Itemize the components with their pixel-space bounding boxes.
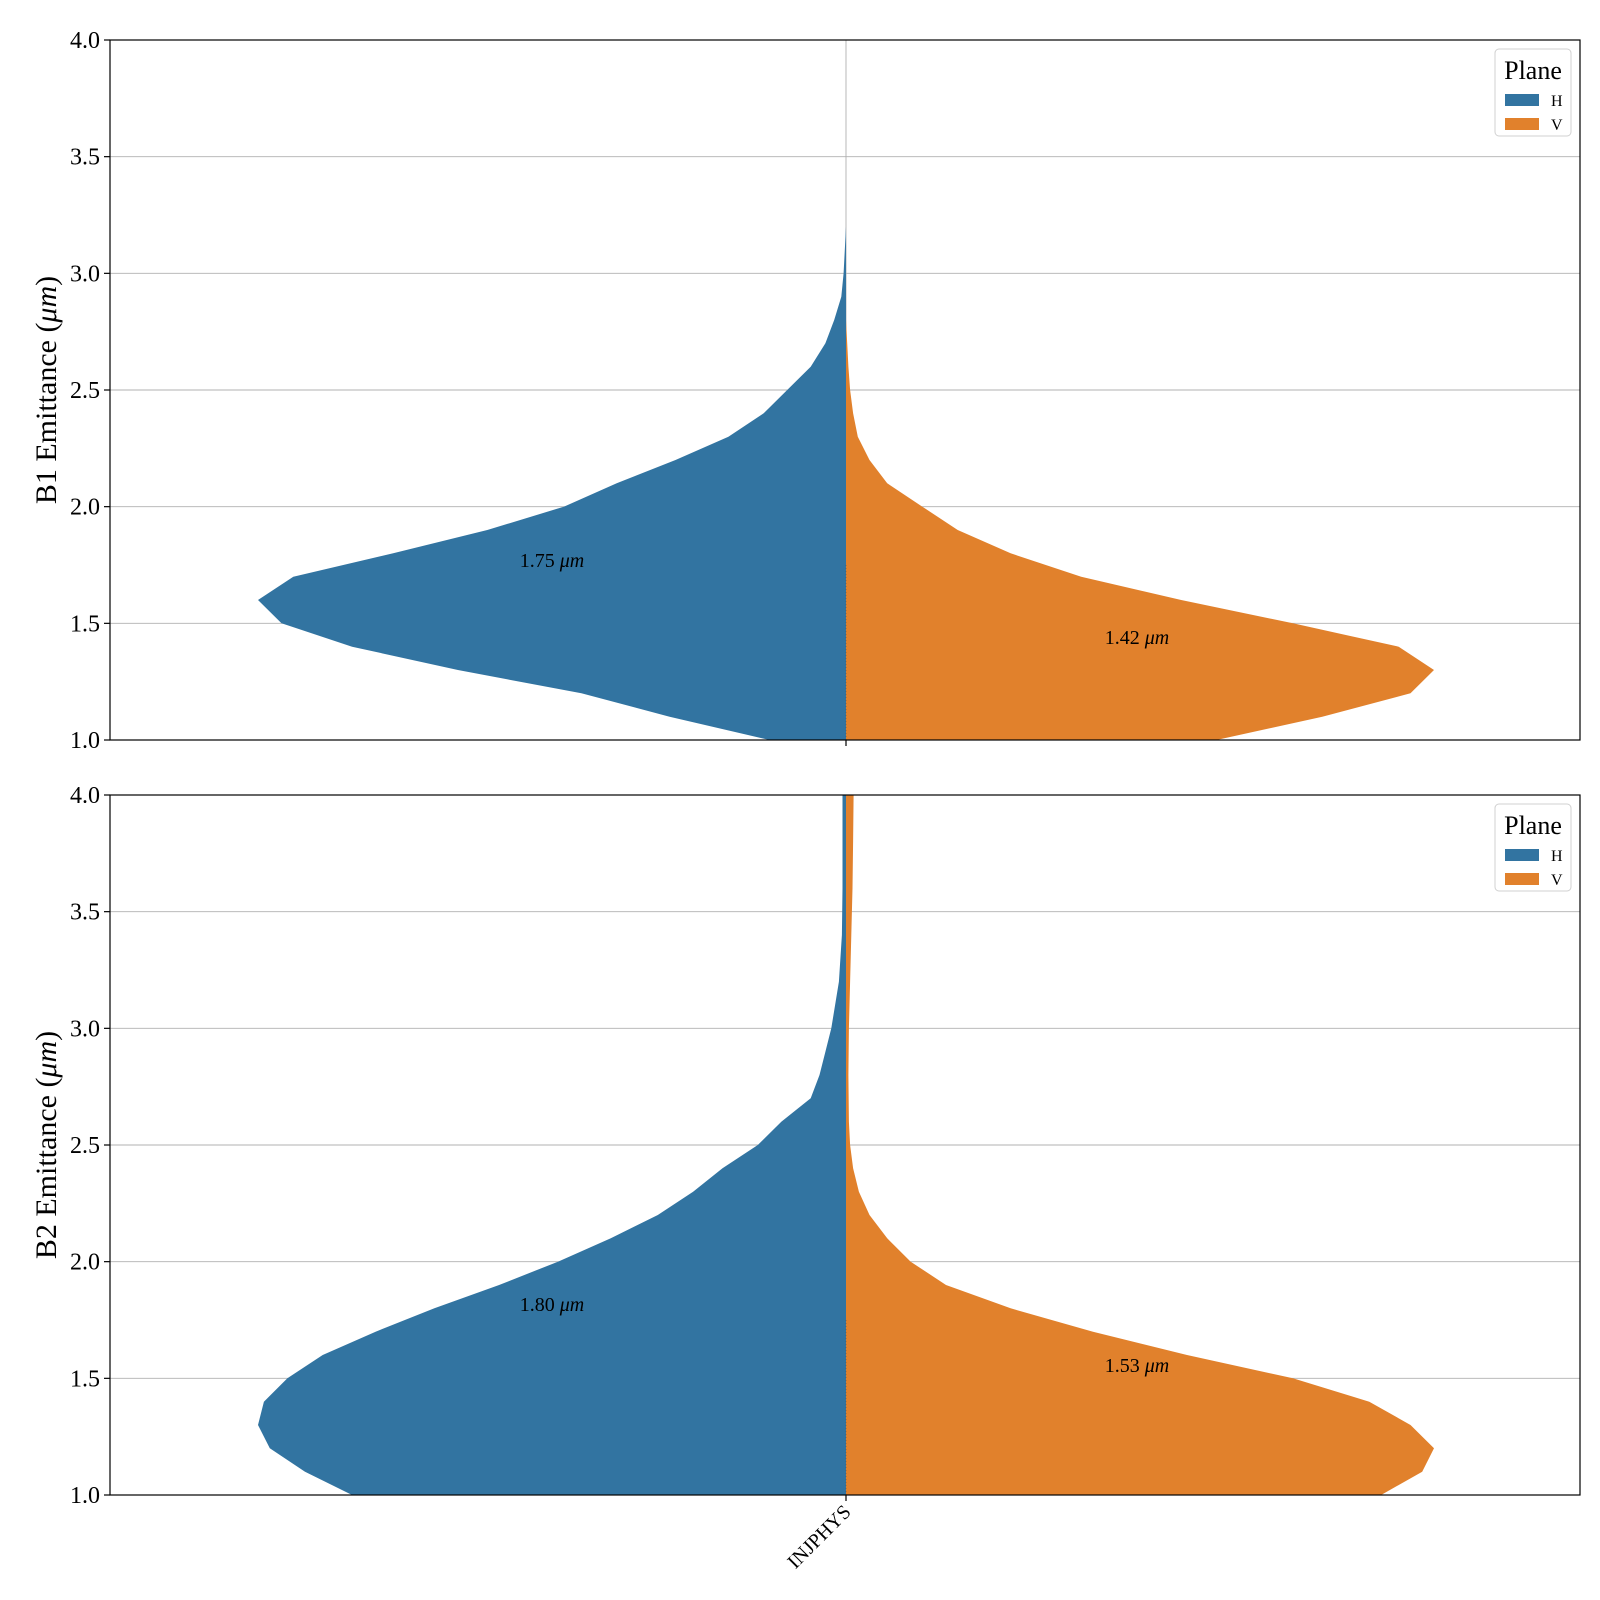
- y-tick-label: 2.0: [70, 495, 100, 521]
- violin-half-H: [258, 226, 846, 740]
- legend: Plane HV: [1494, 48, 1572, 137]
- median-unit: μm: [1144, 627, 1169, 649]
- y-tick-label: 2.5: [70, 1133, 100, 1159]
- median-label-V: 1.53 μm: [1105, 1355, 1169, 1377]
- violin-half-V: [846, 320, 1434, 740]
- y-tick-label: 2.0: [70, 1250, 100, 1276]
- legend-box: [1494, 48, 1572, 137]
- legend-swatch-V: [1505, 118, 1539, 130]
- violin-group: [258, 226, 1434, 740]
- median-label-H: 1.80 μm: [520, 1294, 584, 1316]
- y-tick-label: 4.0: [70, 783, 100, 809]
- violin-half-V: [846, 795, 1434, 1495]
- median-value: 1.42: [1105, 627, 1140, 649]
- legend-entry-H: H: [1551, 93, 1563, 110]
- legend-swatch-H: [1505, 849, 1539, 861]
- y-axis-label: B1 Emittance (μm): [30, 276, 63, 504]
- legend-entry-V: V: [1551, 117, 1563, 134]
- y-tick-label: 1.5: [70, 1366, 100, 1392]
- y-tick-label: 3.0: [70, 1016, 100, 1042]
- chart-panel-2: 1.80 μm1.53 μm1.01.52.02.53.03.54.0B2 Em…: [30, 783, 1581, 1509]
- y-tick-label: 3.5: [70, 145, 100, 171]
- y-axis-label: B2 Emittance (μm): [30, 1031, 63, 1259]
- median-value: 1.80: [520, 1294, 555, 1316]
- legend-box: [1494, 803, 1572, 892]
- median-unit: μm: [1144, 1355, 1169, 1377]
- y-tick-label: 1.0: [70, 1483, 100, 1509]
- legend: Plane HV: [1494, 803, 1572, 892]
- median-label-H: 1.75 μm: [520, 550, 584, 572]
- y-tick-label: 4.0: [70, 28, 100, 54]
- x-tick-label: INJPHYS: [783, 1501, 855, 1573]
- violin-half-H: [258, 795, 846, 1495]
- y-tick-label: 3.0: [70, 261, 100, 287]
- legend-title: Plane: [1504, 811, 1562, 840]
- chart-panel-1: 1.75 μm1.42 μm1.01.52.02.53.03.54.0B1 Em…: [30, 28, 1581, 754]
- legend-entry-H: H: [1551, 848, 1563, 865]
- y-tick-label: 1.0: [70, 728, 100, 754]
- violin-group: [258, 795, 1434, 1495]
- median-value: 1.53: [1105, 1355, 1140, 1377]
- y-tick-label: 1.5: [70, 611, 100, 637]
- median-value: 1.75: [520, 550, 555, 572]
- y-tick-label: 2.5: [70, 378, 100, 404]
- median-unit: μm: [559, 550, 584, 572]
- median-unit: μm: [559, 1294, 584, 1316]
- legend-swatch-H: [1505, 94, 1539, 106]
- legend-entry-V: V: [1551, 872, 1563, 889]
- median-label-V: 1.42 μm: [1105, 627, 1169, 649]
- legend-title: Plane: [1504, 56, 1562, 85]
- legend-swatch-V: [1505, 873, 1539, 885]
- y-tick-label: 3.5: [70, 900, 100, 926]
